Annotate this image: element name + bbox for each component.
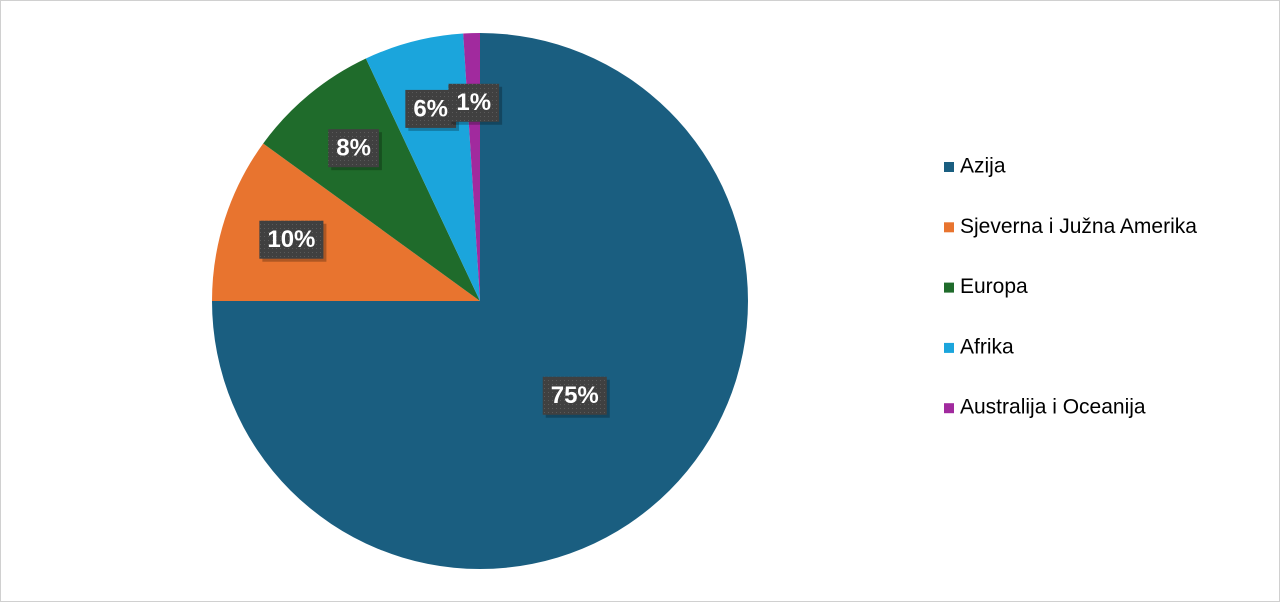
data-label-box: [542, 376, 607, 415]
data-label-text: 6%: [413, 95, 448, 122]
legend-swatch: [944, 342, 954, 353]
data-labels: 75% 10% 8% 6% 1%: [259, 83, 610, 418]
legend-swatch: [944, 403, 954, 414]
data-label-box: [405, 89, 457, 128]
data-label: 75%: [542, 376, 610, 418]
data-label: 1%: [448, 83, 503, 125]
data-label: 8%: [328, 129, 382, 171]
data-label: 10%: [259, 220, 327, 262]
legend-label: Azija: [960, 155, 1006, 178]
legend-swatch: [944, 162, 954, 172]
legend-label: Sjeverna i Južna Amerika: [960, 215, 1197, 238]
data-label-text: 1%: [456, 89, 491, 116]
legend-swatch: [944, 222, 954, 233]
pie-slice: [212, 143, 480, 301]
data-label-text: 10%: [267, 226, 315, 253]
data-label-box: [259, 220, 324, 259]
data-label-box: [448, 83, 500, 122]
legend-swatch: [944, 282, 954, 293]
pie-slice: [263, 58, 480, 302]
legend-label: Europa: [960, 275, 1028, 298]
data-label-text: 75%: [551, 382, 599, 409]
legend: Azija Sjeverna i Južna Amerika Europa Afrik…: [944, 155, 1197, 419]
legend-label: Afrika: [960, 335, 1014, 358]
data-label-text: 8%: [336, 135, 371, 162]
legend-label: Australija i Oceanija: [960, 396, 1146, 419]
data-label-box: [328, 129, 379, 168]
